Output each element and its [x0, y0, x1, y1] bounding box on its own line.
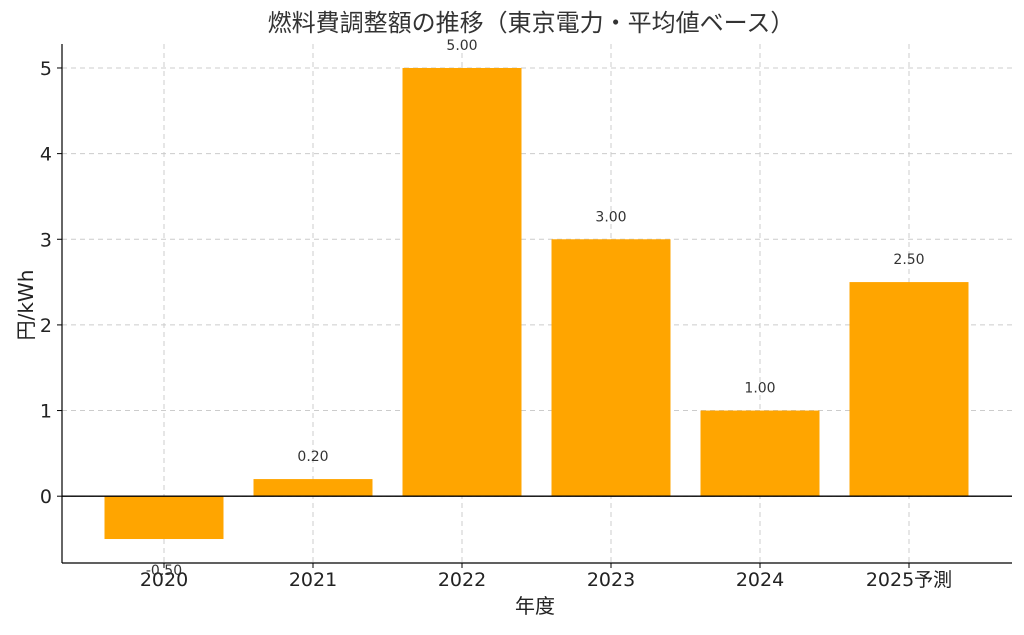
- x-tick-label: 2025予測: [866, 569, 952, 591]
- data-labels-layer: -0.50 0.20 5.00 3.00 1.00 2.50: [146, 38, 925, 579]
- y-tick-label: 1: [40, 401, 52, 423]
- x-tick-label: 2020: [140, 569, 188, 591]
- data-label: 2.50: [893, 252, 924, 268]
- data-label: 1.00: [744, 381, 775, 397]
- x-tick-label: 2023: [587, 569, 635, 591]
- x-axis-label: 年度: [515, 594, 555, 618]
- data-label: 3.00: [595, 209, 626, 225]
- x-tick-label: 2024: [736, 569, 784, 591]
- y-tick-label: 5: [40, 58, 52, 80]
- data-label: 0.20: [297, 449, 328, 465]
- chart-title: 燃料費調整額の推移（東京電力・平均値ベース）: [268, 9, 795, 37]
- y-tick-label: 2: [40, 315, 52, 337]
- y-tick-label: 4: [40, 144, 52, 166]
- bar: [551, 239, 671, 497]
- bars-layer: [104, 67, 969, 540]
- bar: [700, 410, 820, 497]
- bar: [104, 496, 224, 540]
- bar: [849, 282, 969, 497]
- ticks-layer: 0 1 2 3 4 5 2020 2021 2022 2023 2024 2025予測: [40, 58, 952, 591]
- data-label: -0.50: [146, 563, 182, 579]
- x-tick-label: 2022: [438, 569, 486, 591]
- bar: [402, 67, 522, 497]
- bar: [253, 479, 373, 497]
- y-axis-label: 円/kWh: [14, 270, 38, 341]
- y-tick-label: 3: [40, 229, 52, 251]
- x-tick-label: 2021: [289, 569, 337, 591]
- y-tick-label: 0: [40, 486, 52, 508]
- data-label: 5.00: [446, 38, 477, 54]
